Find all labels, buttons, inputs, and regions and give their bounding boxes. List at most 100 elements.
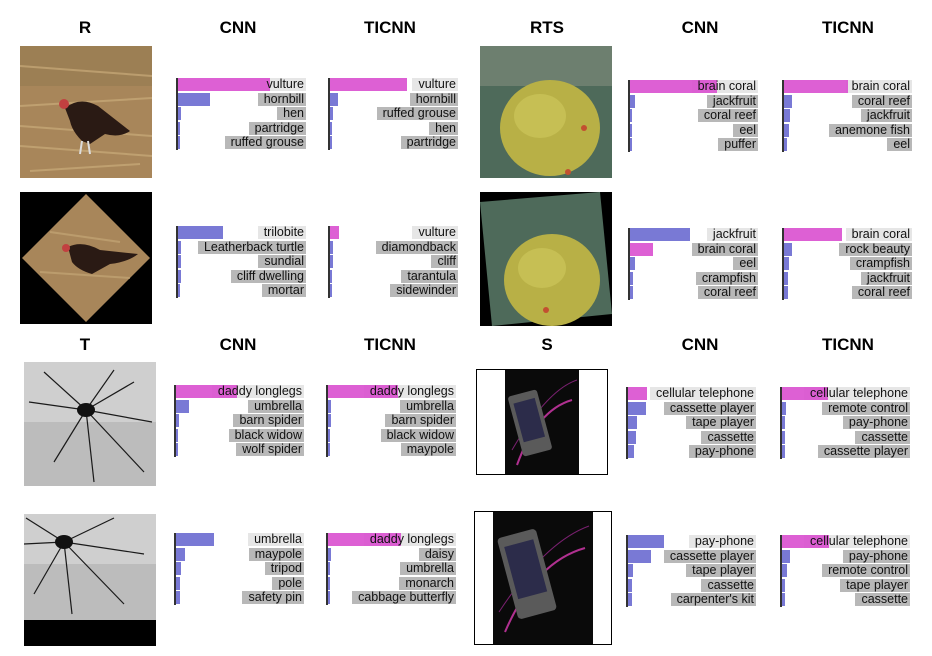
class-label: tape player: [692, 563, 754, 577]
panel-phone-orig-cnn: cellular telephone cassette player tape pl…: [626, 387, 758, 459]
axis-line: [176, 78, 178, 150]
prediction-row: daisy: [328, 546, 456, 561]
prediction-row: tape player: [628, 564, 756, 577]
label-background: [401, 269, 458, 283]
panel-coral-rot-ticnn: brain coral rock beauty crampfish jackfruit…: [782, 228, 914, 300]
prediction-row: coral reef: [784, 286, 912, 299]
probability-bar: [178, 78, 271, 91]
probability-bar: [784, 286, 788, 299]
label-background: [258, 226, 306, 239]
class-label: trilobite: [263, 225, 304, 239]
panel-vulture-rot-ticnn: vulture diamondback cliff tarantula sidewind…: [328, 226, 460, 298]
prediction-row: hornbill: [330, 91, 458, 106]
spider-translated-image: [24, 514, 156, 646]
prediction-row: coral reef: [784, 94, 912, 108]
probability-bar: [782, 401, 786, 415]
panel-spider-trans-ticnn: daddy longlegs daisy umbrella monarch cabbag…: [326, 533, 458, 605]
panel-coral-orig-ticnn: brain coral coral reef jackfruit anemone fi…: [782, 80, 914, 152]
prediction-row: cliff dwelling: [178, 268, 306, 283]
class-label: hornbill: [415, 91, 456, 106]
probability-bar: [630, 123, 632, 137]
probability-bar: [330, 226, 339, 239]
class-label: partridge: [254, 120, 304, 135]
label-background: [262, 284, 306, 297]
label-background: [718, 138, 758, 151]
probability-bar: [782, 593, 785, 606]
class-label: black widow: [386, 427, 454, 442]
probability-bar: [784, 271, 788, 285]
probability-bar: [176, 547, 185, 561]
prediction-row: daddy longlegs: [176, 385, 304, 398]
class-label: umbrella: [406, 561, 454, 575]
prediction-row: coral reef: [630, 286, 758, 299]
probability-bar: [784, 123, 790, 137]
prediction-row: vulture: [330, 226, 458, 239]
prediction-row: safety pin: [176, 591, 304, 604]
label-background: [352, 591, 456, 604]
class-label: cellular telephone: [810, 534, 908, 548]
probability-bar: [328, 576, 330, 590]
label-background: [698, 109, 758, 122]
probability-bar: [330, 269, 332, 283]
label-background: [839, 242, 912, 256]
label-background: [225, 136, 306, 149]
label-background: [840, 578, 910, 592]
label-background: [272, 576, 304, 590]
header-rts: RTS: [530, 18, 564, 37]
panel-spider-trans-cnn: umbrella maypole tripod pole safety pin: [174, 533, 306, 605]
probability-bar: [628, 593, 632, 606]
panel-spider-orig-ticnn: daddy longlegs umbrella barn spider black w…: [326, 385, 458, 457]
class-label: cliff dwelling: [236, 268, 304, 283]
class-label: jackfruit: [866, 108, 910, 122]
class-label: cellular telephone: [810, 386, 908, 400]
probability-bar: [330, 284, 332, 297]
class-label: eel: [739, 256, 756, 270]
header-s: S: [541, 335, 553, 354]
prediction-row: partridge: [330, 136, 458, 149]
prediction-row: brain coral: [630, 80, 758, 93]
prediction-row: cassette player: [628, 549, 756, 563]
prediction-row: vulture: [330, 78, 458, 91]
class-label: coral reef: [703, 108, 756, 122]
panel-phone-orig-ticnn: cellular telephone remote control pay-phon…: [780, 387, 912, 459]
axis-line: [176, 226, 178, 298]
prediction-row: hen: [178, 107, 306, 120]
axis-line: [626, 387, 628, 459]
label-background: [861, 271, 912, 285]
prediction-row: black widow: [328, 427, 456, 442]
class-label: cellular telephone: [656, 386, 754, 400]
class-label: brain coral: [697, 241, 756, 256]
probability-bar: [782, 445, 785, 458]
class-label: cassette: [861, 592, 908, 606]
probability-bar: [178, 226, 223, 239]
label-background: [242, 591, 304, 604]
probability-bar: [630, 286, 633, 299]
prediction-row: mortar: [178, 284, 306, 297]
label-background: [229, 428, 304, 442]
class-label: jackfruit: [712, 227, 756, 241]
header-cnn-1: CNN: [219, 18, 257, 37]
prediction-row: cassette: [628, 578, 756, 592]
probability-bar: [178, 269, 181, 283]
prediction-row: vulture: [178, 78, 306, 91]
class-label: maypole: [254, 546, 302, 561]
label-background: [692, 242, 758, 256]
label-background: [248, 533, 304, 546]
probability-bar: [176, 562, 182, 575]
class-label: black widow: [234, 427, 302, 442]
probability-bar: [782, 549, 790, 563]
header-cnn-2: CNN: [681, 18, 719, 37]
class-label: barn spider: [239, 413, 302, 427]
probability-bar: [628, 564, 634, 577]
probability-bar: [328, 414, 331, 427]
class-label: puffer: [724, 137, 756, 151]
probability-bar: [782, 416, 785, 429]
probability-bar: [328, 591, 330, 604]
class-label: crampfish: [701, 270, 756, 285]
probability-bar: [178, 255, 181, 268]
class-label: daisy: [424, 546, 454, 561]
label-background: [843, 416, 910, 429]
label-background: [431, 255, 458, 268]
class-label: daddy longlegs: [369, 532, 454, 546]
prediction-row: wolf spider: [176, 443, 304, 456]
